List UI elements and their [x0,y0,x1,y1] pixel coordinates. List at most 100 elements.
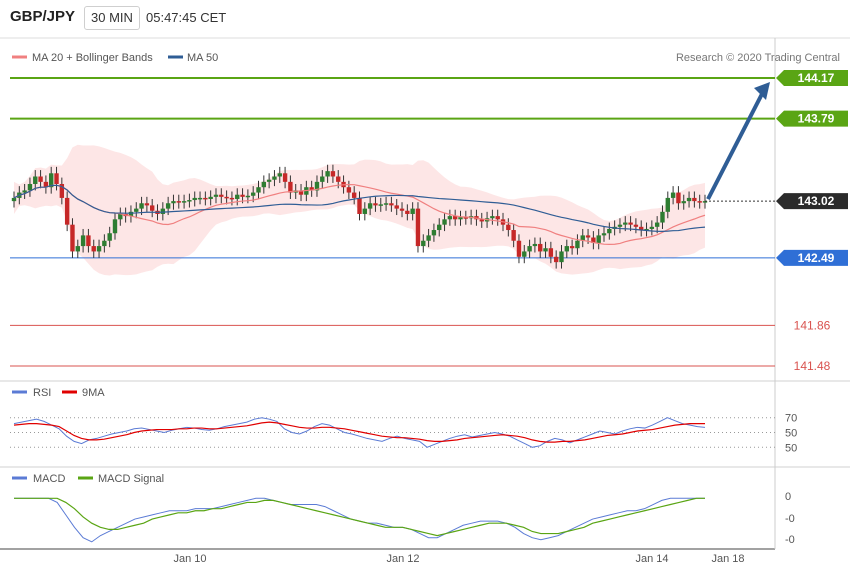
candle-body [421,240,426,247]
macd-tick-label: -0 [785,513,795,525]
candle-body [623,222,628,225]
rsi-legend: RSI 9MA [12,387,105,399]
candle-body [532,243,538,247]
candle-body [670,192,676,198]
time-label: Jan 14 [635,553,668,565]
candle-body [197,197,203,200]
candle-body [224,196,229,199]
candle-body [516,240,522,257]
forecast-arrow-shaft [706,89,766,201]
candle-body [548,248,554,257]
candle-body [118,213,123,220]
candle-body [70,224,75,252]
candle-body [596,235,601,243]
candle-body [203,197,208,200]
candle-body [559,251,564,263]
rsi-9ma-line [13,421,705,443]
level-label: 141.86 [794,318,831,332]
level-label: 142.49 [798,251,835,265]
candle-body [660,211,665,223]
candle-body [442,219,447,225]
level-label: 141.48 [794,359,831,373]
candle-body [426,235,431,241]
macd-tick-label: 0 [785,491,791,503]
rsi-tick-label: 50 [785,442,797,454]
candle-body [160,208,166,214]
candle-body [649,226,655,229]
candle-body [511,230,516,241]
ma20-line [13,183,706,245]
timestamp: 05:47:45 CET [146,10,227,25]
candle-body [139,203,144,209]
candle-body [367,203,373,209]
candle-body [272,176,277,180]
candle-body [266,179,272,182]
level-label-box [776,70,848,86]
candle-body [219,194,224,197]
timeframe-selector[interactable]: 30 MIN [84,6,140,30]
candle-body [415,208,421,247]
macd-tick-label: -0 [785,534,795,546]
candle-body [394,205,399,209]
candle-body [463,217,469,219]
macd-signal-line [14,497,705,537]
candle-body [336,176,341,182]
level-label-box [776,249,848,266]
time-label: Jan 12 [386,553,419,565]
rsi-tick-label: 70 [785,413,797,425]
candle-body [580,235,585,241]
candle-body [33,176,38,184]
macd-line [14,497,705,543]
time-label: Jan 18 [711,553,744,565]
legend-label-macd: MACD [33,473,65,485]
time-label: Jan 10 [173,553,206,565]
candle-body [314,181,320,191]
candle-body [250,192,256,196]
candle-body [235,194,240,199]
level-label: 144.17 [798,71,835,85]
candle-body [383,203,389,205]
candle-body [38,176,43,182]
candle-body [325,171,330,177]
candle-body [256,187,261,193]
candle-body [676,192,681,204]
candle-body [399,208,405,211]
candle-body [437,224,442,231]
candle-body [490,216,495,219]
legend-label-9ma: 9MA [82,387,105,399]
current-price-box [776,193,848,210]
legend-label-macd-signal: MACD Signal [98,473,164,485]
candle-body [410,208,415,214]
legend-label-ma20: MA 20 + Bollinger Bands [32,52,153,64]
candle-body [165,203,171,209]
candle-body [75,246,80,252]
candle-body [506,224,511,231]
candle-body [150,205,155,211]
candle-body [320,176,325,182]
candle-body [282,173,288,182]
candle-body [288,181,293,193]
candle-body [240,194,245,197]
candle-body [665,197,670,212]
candle-body [553,256,559,263]
candle-body [54,173,59,184]
chart-header: GBP/JPY 30 MIN 05:47:45 CET [0,0,850,38]
candle-body [373,203,378,206]
rsi-line [13,417,706,448]
candle-body [607,228,612,234]
candle-body [187,200,192,202]
candle-body [681,201,686,204]
candle-body [171,201,176,204]
candle-body [378,204,383,206]
ma50-line [13,184,706,232]
candle-body [134,208,139,212]
level-label-box [776,110,848,127]
candle-body [479,219,484,222]
candle-body [601,233,607,236]
forecast-arrow-head [754,82,770,100]
legend-label-rsi: RSI [33,387,51,399]
candle-body [27,183,33,191]
symbol-title: GBP/JPY [10,8,76,25]
candle-body [112,219,118,234]
